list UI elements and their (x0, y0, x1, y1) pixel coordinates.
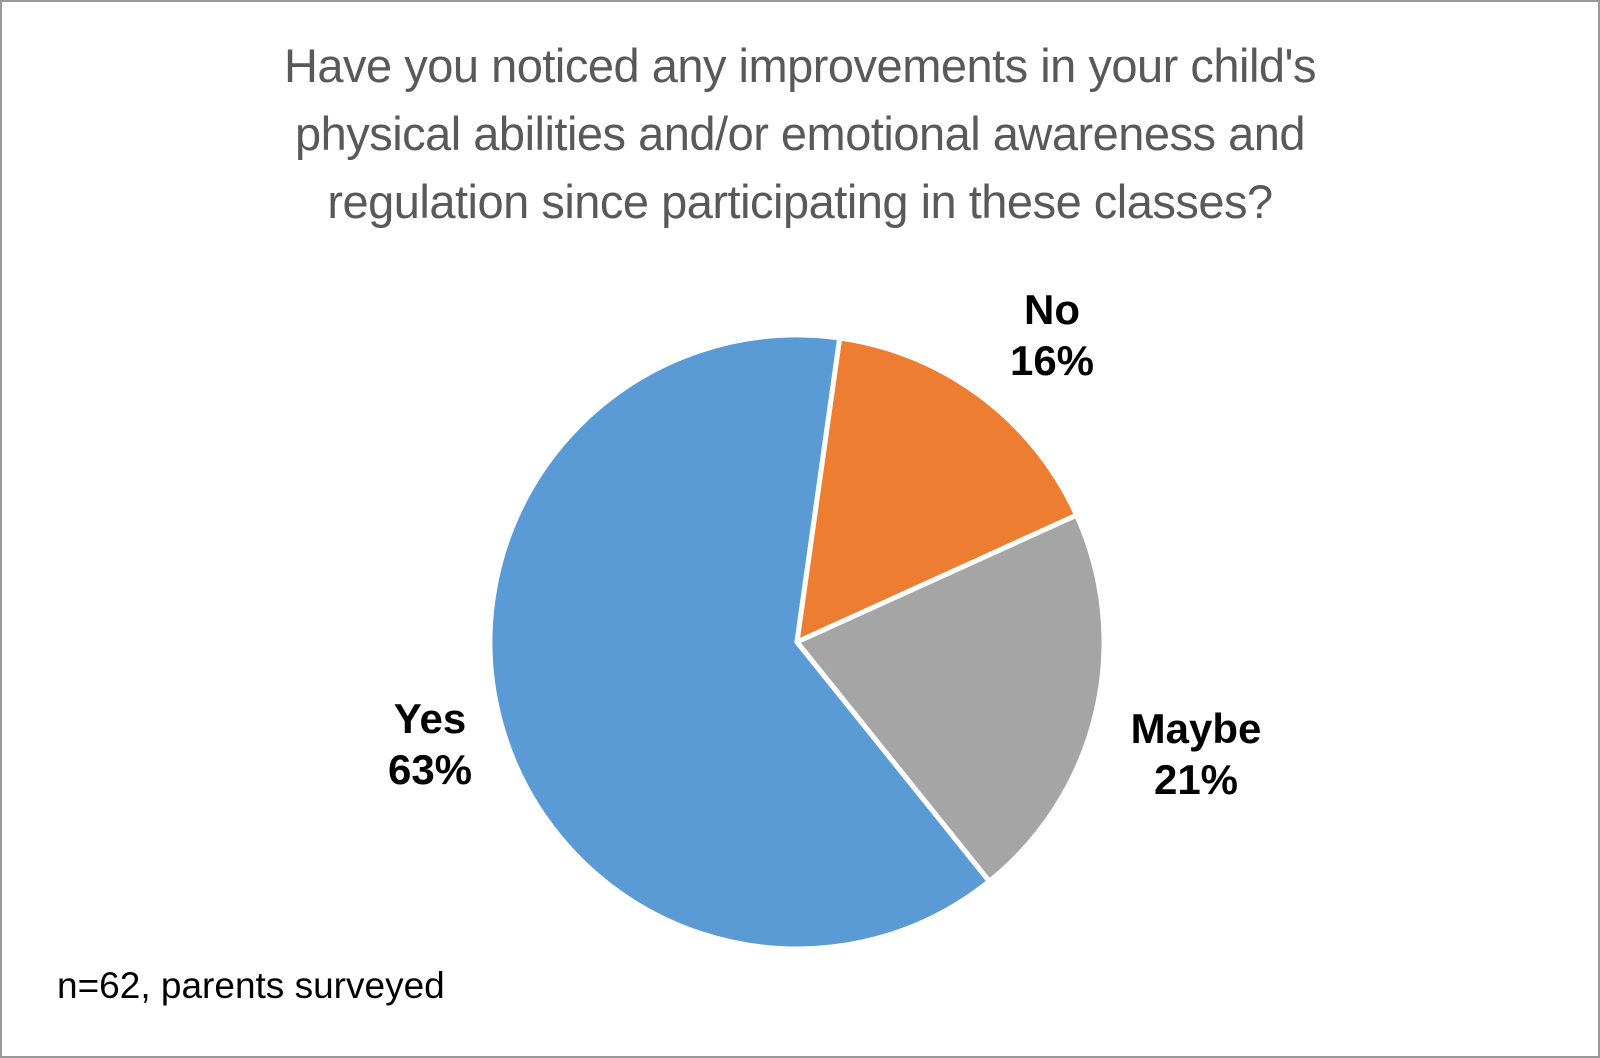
chart-title-line-1: Have you noticed any improvements in you… (283, 39, 1317, 92)
chart-title: Have you noticed any improvements in you… (2, 32, 1598, 236)
pie-slice-no[interactable] (794, 335, 1080, 645)
pie-slice-maybe[interactable] (794, 512, 1107, 884)
slice-label-maybe: Maybe 21% (1131, 703, 1262, 805)
slice-label-no-name: No (1024, 286, 1080, 333)
pie-chart (487, 332, 1107, 952)
slice-label-maybe-pct: 21% (1153, 756, 1239, 803)
slice-label-no: No 16% (1010, 284, 1094, 386)
slice-label-no-pct: 16% (1009, 337, 1095, 384)
sample-size-note: n=62, parents surveyed (57, 965, 445, 1006)
slice-label-yes: Yes 63% (388, 693, 472, 795)
slice-label-maybe-name: Maybe (1130, 705, 1262, 752)
slice-label-yes-pct: 63% (387, 746, 473, 793)
chart-title-line-3: regulation since participating in these … (327, 175, 1273, 228)
slice-label-yes-name: Yes (393, 695, 467, 742)
chart-title-line-2: physical abilities and/or emotional awar… (294, 107, 1306, 160)
pie-slice-yes[interactable] (487, 332, 992, 952)
